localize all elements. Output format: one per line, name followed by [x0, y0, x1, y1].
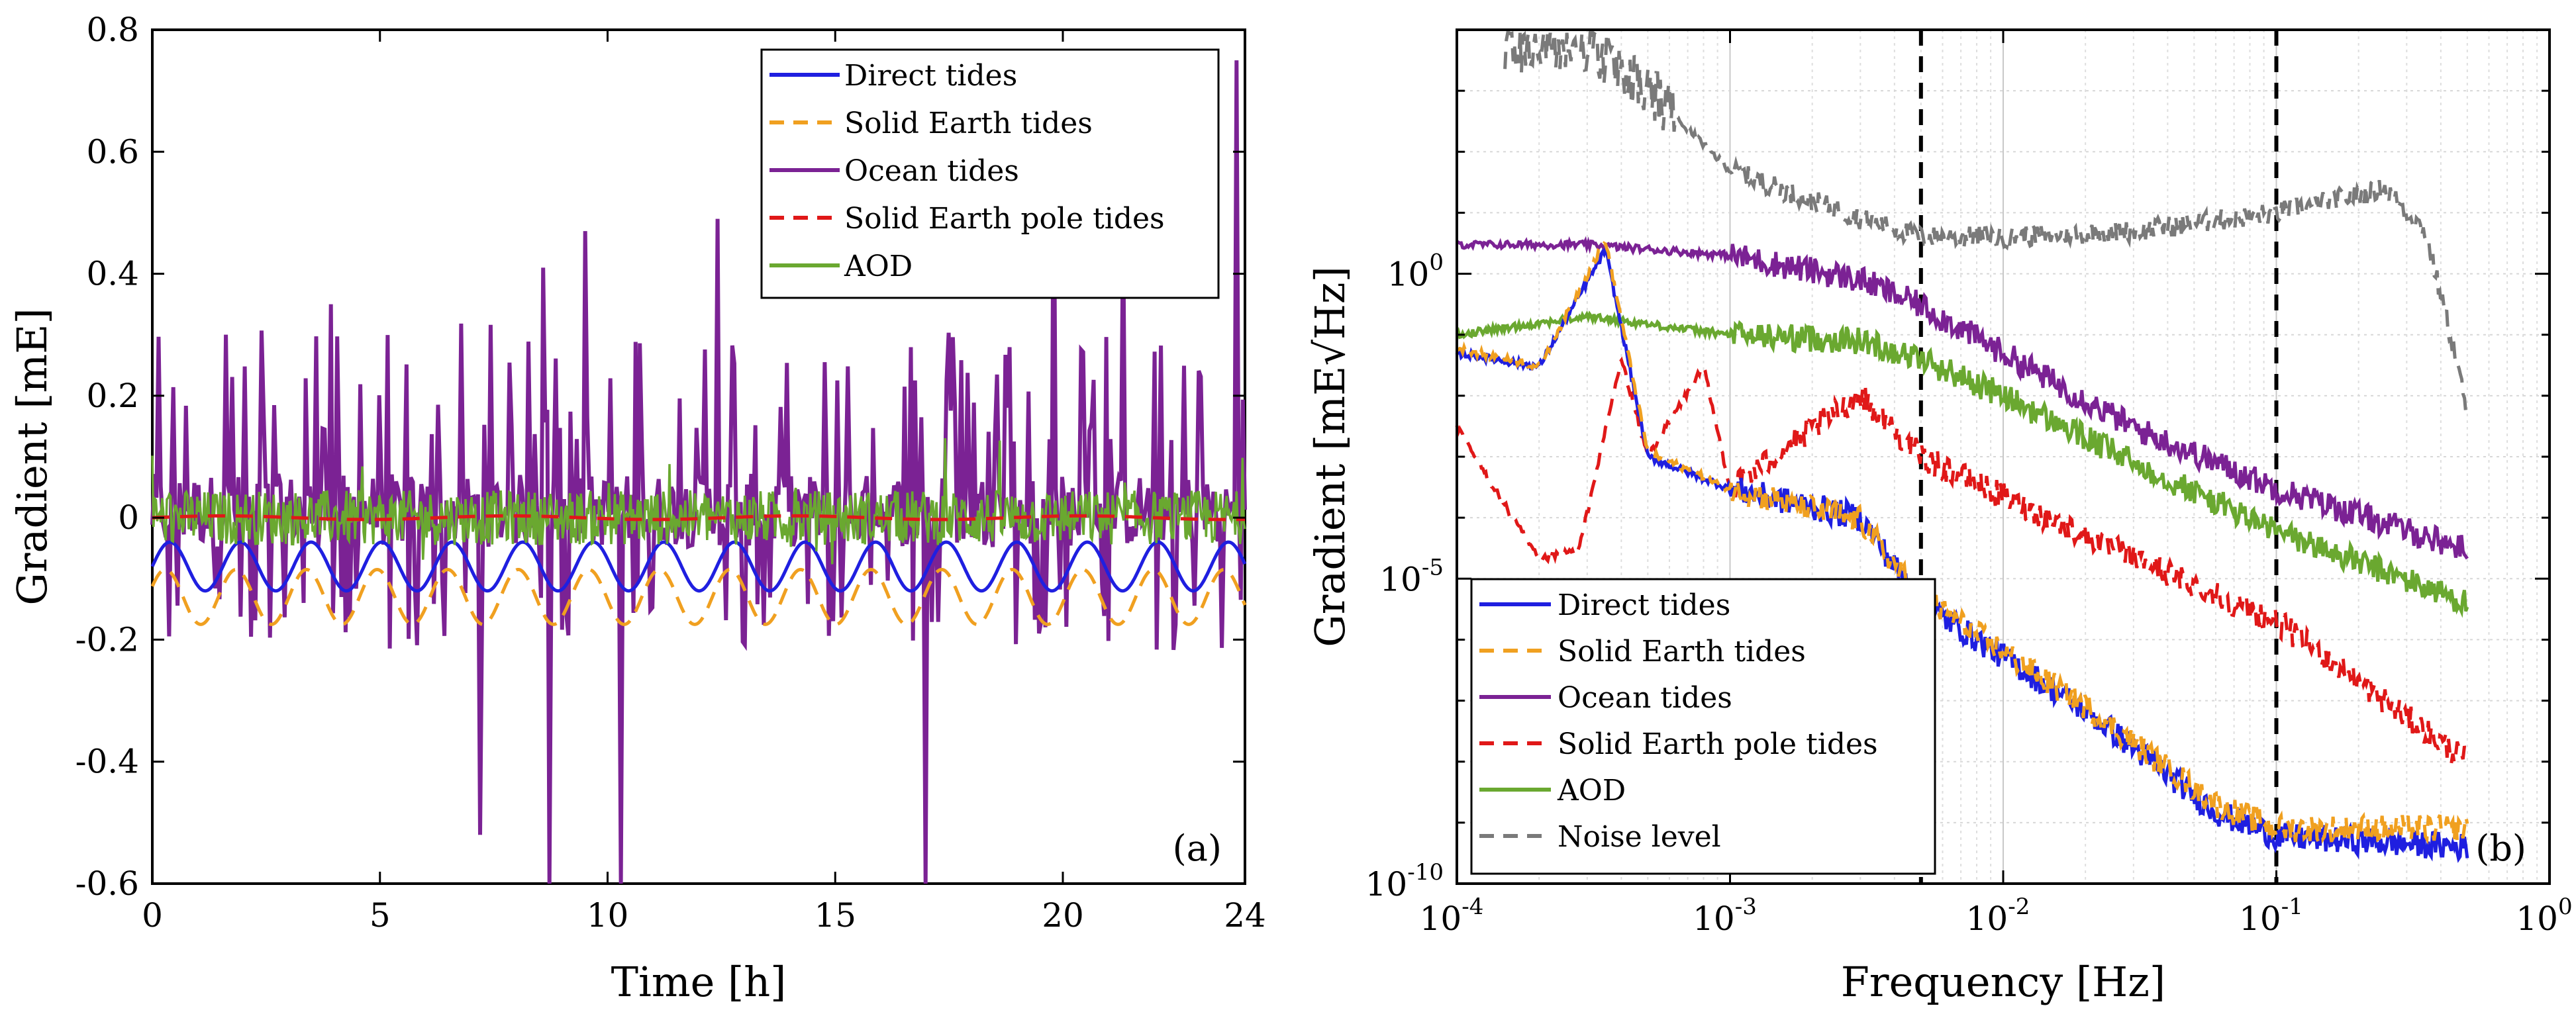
- panel-a-xlabel: Time [h]: [611, 958, 787, 1006]
- x-tick-label: 24: [1224, 896, 1266, 935]
- y-tick-label: -0.2: [75, 620, 139, 659]
- panel-a-ylabel: Gradient [mE]: [8, 308, 56, 605]
- legend-label: AOD: [844, 250, 913, 283]
- series-ocean-tides: [1456, 236, 2469, 560]
- y-tick-label: 0.8: [86, 11, 139, 49]
- series-ocean-tides: [150, 60, 1247, 884]
- x-tick-label: 15: [814, 896, 856, 935]
- y-tick-label: 0: [118, 498, 139, 537]
- legend-label: Solid Earth tides: [1558, 635, 1806, 669]
- legend-label: Ocean tides: [844, 154, 1019, 188]
- legend-label: Solid Earth pole tides: [1558, 727, 1878, 761]
- panel-b-ylabel: Gradient [mE√Hz]: [1306, 266, 1354, 647]
- panel-a-ticks: 0 5 10 15 20 24 -0.6 -0.4 -0.2 0 0.2 0.4 0.6 0.8: [75, 11, 1266, 935]
- y-tick-label: 0.2: [86, 377, 139, 415]
- series-aod: [1455, 310, 2469, 618]
- y-tick-label: 10-5: [1379, 554, 1444, 598]
- x-tick-label: 10-1: [2239, 894, 2303, 938]
- series-direct-tides: [1455, 244, 2469, 863]
- legend-label: Solid Earth pole tides: [844, 202, 1165, 236]
- y-tick-label: 10-10: [1365, 859, 1444, 903]
- legend-label: AOD: [1557, 774, 1626, 808]
- x-tick-label: 100: [2516, 894, 2572, 938]
- y-tick-label: 0.4: [86, 255, 139, 293]
- panel-b-series: [1455, 28, 2469, 863]
- series-solid-earth-pole-tides: [152, 514, 1246, 522]
- x-tick-label: 0: [142, 896, 163, 935]
- legend-label: Noise level: [1558, 820, 1721, 854]
- series-direct-tides: [150, 540, 1247, 593]
- y-tick-label: 0.6: [86, 132, 139, 171]
- y-tick-label: -0.6: [75, 864, 139, 903]
- series-noise-level: [1503, 28, 2469, 414]
- legend-label: Ocean tides: [1558, 681, 1732, 715]
- series-solid-earth-tides: [150, 567, 1247, 626]
- panel-b-legend: Direct tides Solid Earth tides Ocean tides…: [1470, 578, 1936, 875]
- x-tick-label: 10-4: [1420, 894, 1484, 938]
- series-solid-earth-tides: [1456, 241, 2469, 849]
- panel-a: 0 5 10 15 20 24 -0.6 -0.4 -0.2 0 0.2 0.4 0.6 0.8 Time…: [8, 11, 1266, 1006]
- legend-label: Solid Earth tides: [844, 107, 1093, 140]
- panel-b-xlabel: Frequency [Hz]: [1841, 958, 2165, 1006]
- y-tick-label: -0.4: [75, 743, 139, 781]
- series-aod: [151, 438, 1246, 565]
- legend-box: [1470, 578, 1936, 875]
- panel-a-series: [150, 60, 1247, 884]
- x-tick-label: 10-3: [1693, 894, 1757, 938]
- legend-label: Direct tides: [1558, 588, 1730, 622]
- legend-label: Direct tides: [844, 59, 1017, 93]
- panel-b-ticks: 10-4 10-3 10-2 10-1 100 10-10 10-5 100: [1365, 28, 2573, 938]
- panel-a-label: (a): [1173, 827, 1222, 869]
- y-tick-label: 100: [1387, 250, 1444, 294]
- panel-b-label: (b): [2475, 827, 2526, 869]
- x-tick-label: 20: [1042, 896, 1084, 935]
- x-tick-label: 10: [587, 896, 629, 935]
- x-tick-label: 10-2: [1966, 894, 2030, 938]
- panel-b: 10-4 10-3 10-2 10-1 100 10-10 10-5 100 Frequenc…: [1306, 28, 2573, 1006]
- x-tick-label: 5: [370, 896, 391, 935]
- series-solid-earth-pole-tides: [1455, 356, 2469, 764]
- legend-box: [760, 48, 1220, 299]
- panel-a-legend: Direct tides Solid Earth tides Ocean tides…: [760, 48, 1220, 299]
